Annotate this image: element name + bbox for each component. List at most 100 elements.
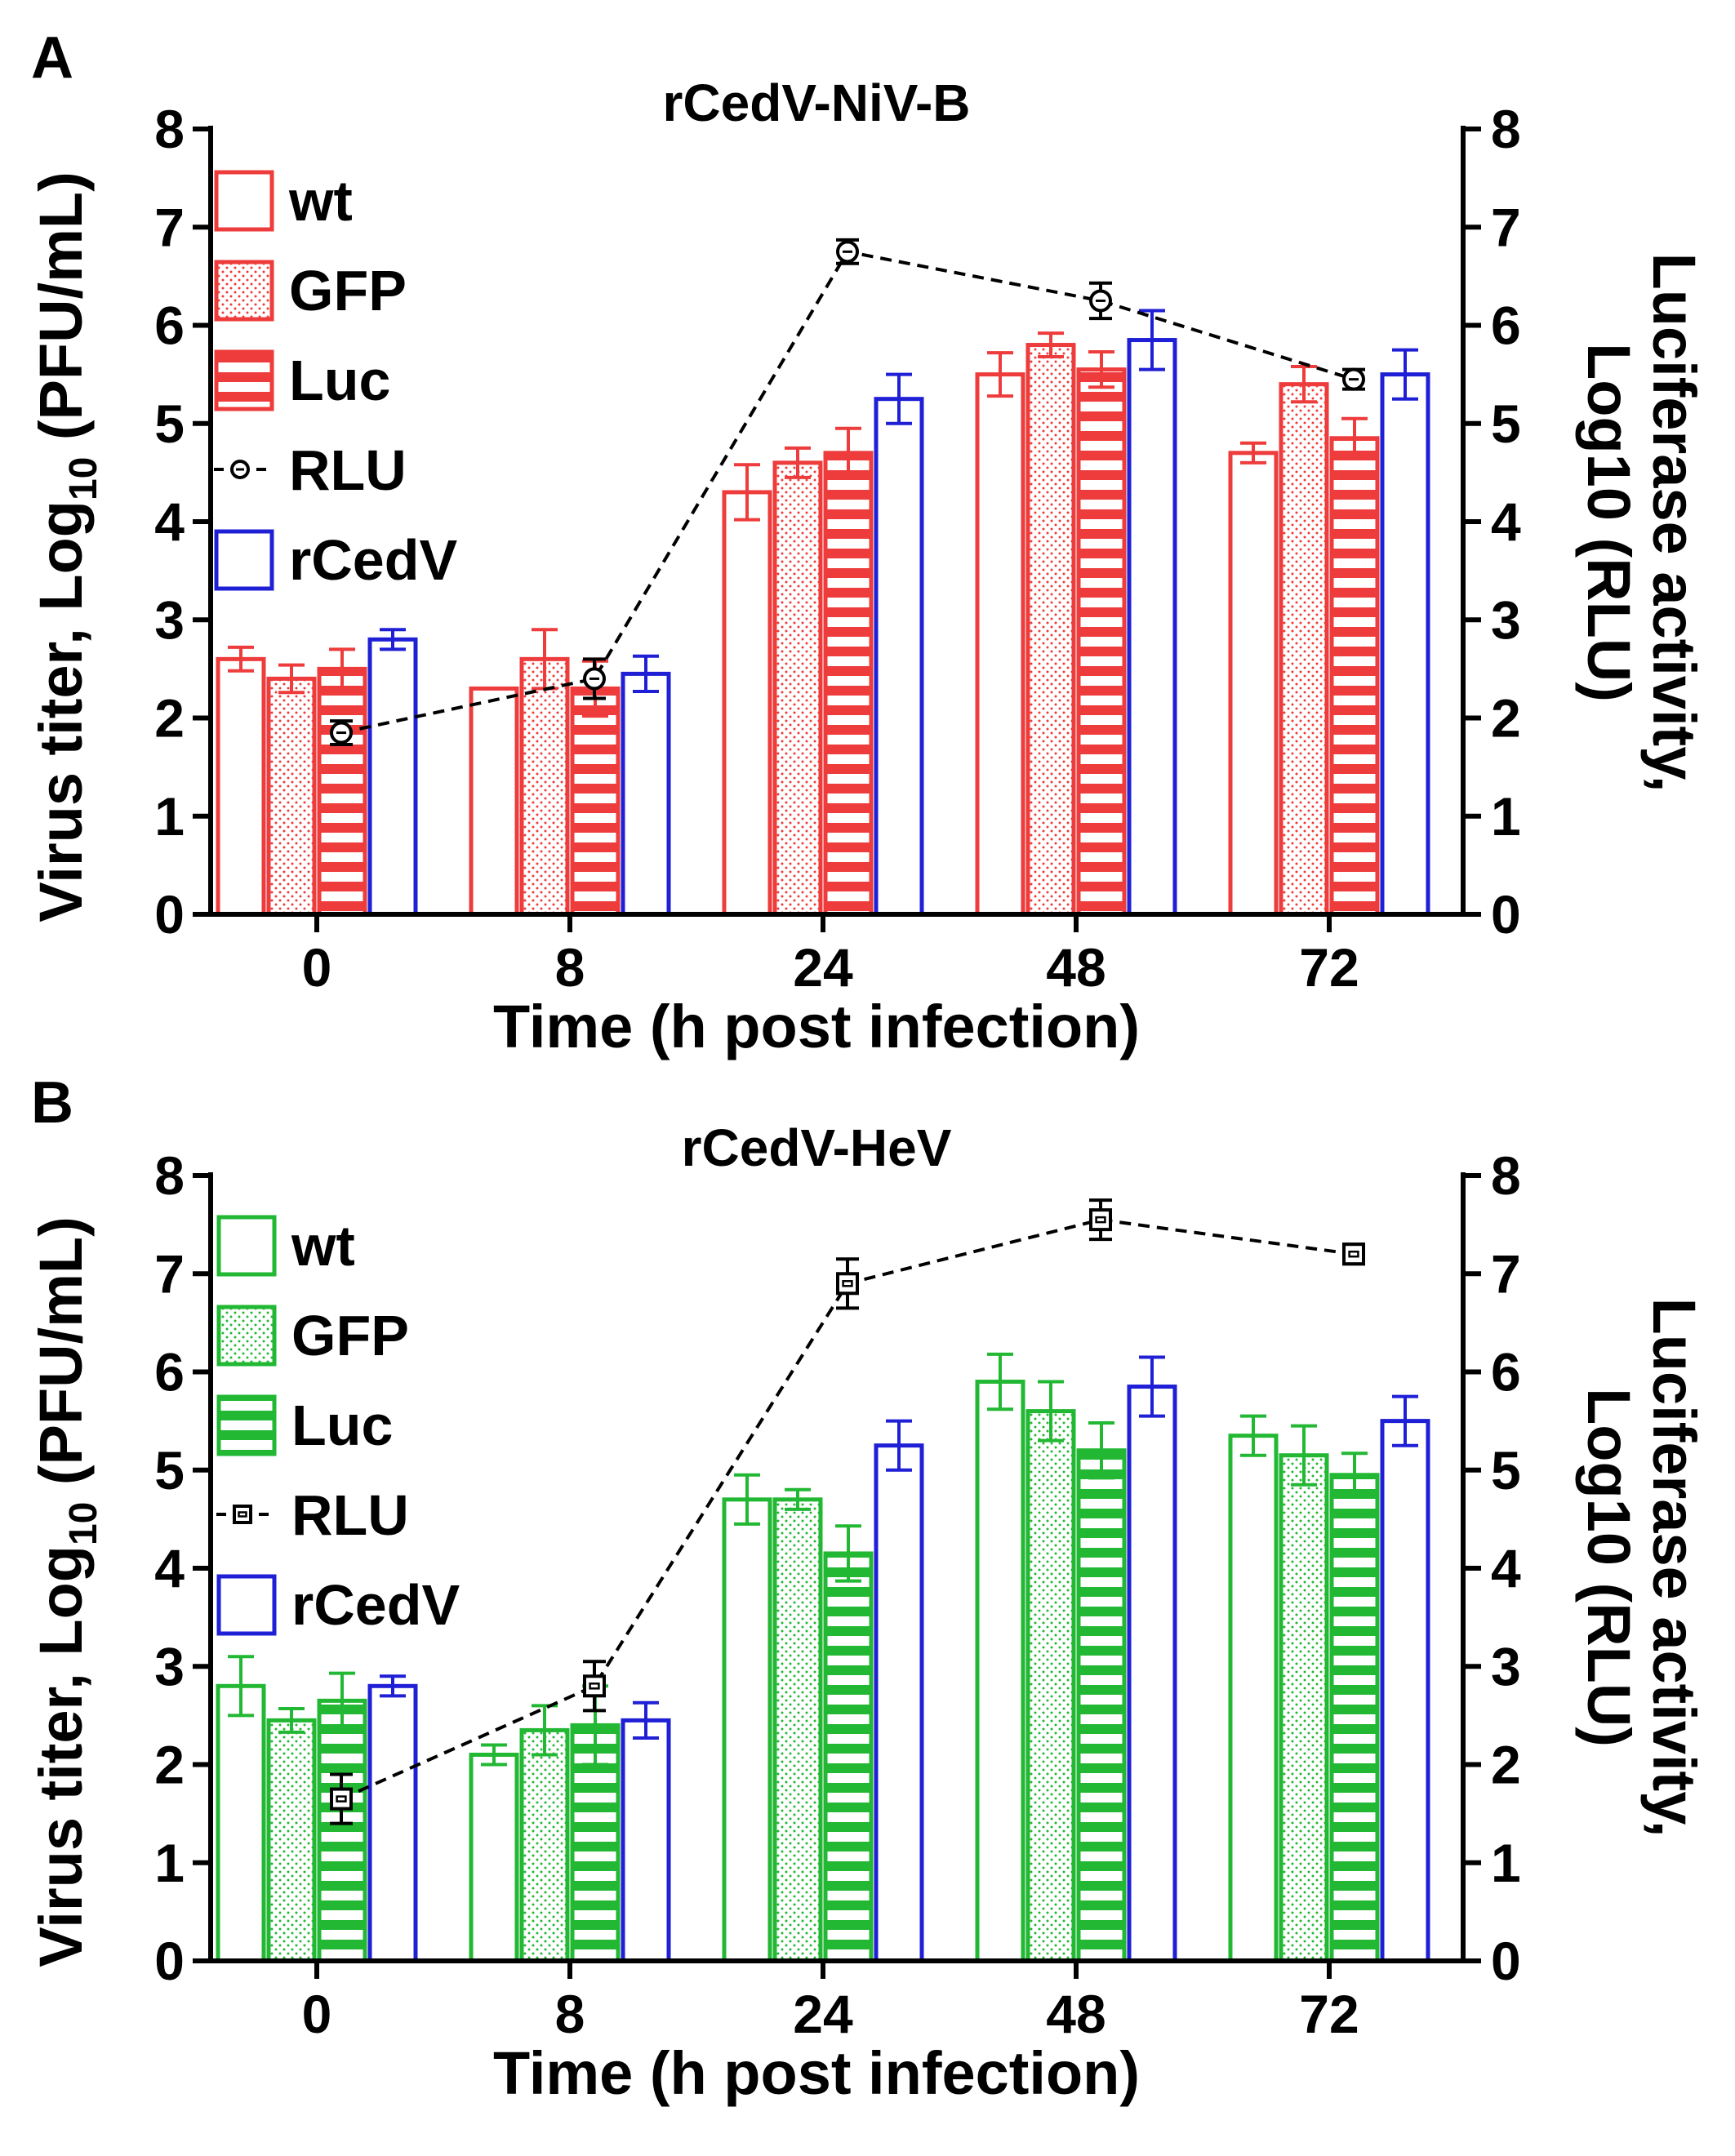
rlu-point-8 bbox=[583, 1674, 606, 1698]
y-axis-title-subscript: 10 bbox=[62, 1502, 105, 1545]
y-tick-label: 3 bbox=[154, 1636, 185, 1696]
x-tick-label: 0 bbox=[302, 1984, 332, 2044]
legend-label: Luc bbox=[289, 349, 390, 412]
plot-area: 0 0 1 1 2 2 3 3 4 4 5 5 6 6 7 7 8 8 0 8 24 48 72 bbox=[154, 1145, 1521, 2044]
bar-wt-72 bbox=[1228, 451, 1279, 917]
chart-title: rCedV-NiV-B bbox=[663, 73, 971, 132]
legend-label: wt bbox=[291, 1214, 355, 1278]
y-tick-label: 2 bbox=[154, 1735, 185, 1795]
y-axis-title: Virus titer, Log10 (PFU/mL) bbox=[27, 1216, 105, 1967]
bar-wt-24 bbox=[722, 1497, 772, 1963]
bar-luc-72 bbox=[1329, 1473, 1380, 1963]
rlu-point-0 bbox=[330, 1787, 353, 1811]
rlu-point-24-inner bbox=[842, 1280, 853, 1287]
y2-tick-label: 8 bbox=[1491, 1145, 1521, 1206]
y-axis-title-main: Virus titer, Log bbox=[27, 500, 95, 922]
y-axis-title-unit: (PFU/mL) bbox=[27, 1216, 95, 1501]
y2-tick-label: 2 bbox=[1491, 688, 1521, 749]
bar-luc-24 bbox=[823, 1551, 874, 1963]
legend-item-wt: wt bbox=[216, 1214, 355, 1278]
legend-item-rcedv: rCedV bbox=[216, 1573, 460, 1637]
legend-item-rcedv: rCedV bbox=[214, 528, 457, 592]
bar-wt-48 bbox=[975, 372, 1025, 917]
legend-label: RLU bbox=[291, 1483, 409, 1547]
legend-item-rlu: RLU bbox=[216, 1483, 409, 1547]
x-axis-title: Time (h post infection) bbox=[493, 993, 1140, 1060]
y2-tick-label: 7 bbox=[1491, 197, 1521, 257]
x-tick-label: 24 bbox=[793, 937, 853, 998]
legend-item-luc: Luc bbox=[216, 1394, 393, 1457]
bar-rcedv-48 bbox=[1127, 338, 1177, 917]
x-tick-label: 8 bbox=[555, 937, 585, 998]
bar-rcedv-0 bbox=[367, 1683, 418, 1963]
rlu-point-72-inner bbox=[1348, 1250, 1359, 1258]
bar-wt-0 bbox=[216, 1683, 266, 1963]
legend-swatch-rcedv bbox=[214, 529, 274, 591]
y2-axis-title-line1: Luciferase activity, bbox=[1640, 1298, 1708, 1838]
y-tick-label: 8 bbox=[154, 1145, 185, 1206]
legend-label: Luc bbox=[291, 1394, 393, 1457]
bar-wt-24 bbox=[722, 490, 772, 917]
legend-swatch-luc bbox=[214, 349, 274, 411]
y-tick-label: 4 bbox=[154, 1538, 185, 1598]
legend-label: rCedV bbox=[289, 528, 457, 592]
bar-luc-24 bbox=[823, 451, 874, 917]
y2-tick-label: 4 bbox=[1491, 491, 1521, 552]
legend-label: rCedV bbox=[291, 1573, 460, 1637]
y-tick-label: 1 bbox=[154, 786, 185, 847]
bar-gfp-72 bbox=[1279, 382, 1329, 917]
bar-gfp-24 bbox=[772, 460, 823, 917]
y2-tick-label: 1 bbox=[1491, 786, 1521, 847]
x-tick-label: 8 bbox=[555, 1984, 585, 2044]
y2-tick-label: 0 bbox=[1491, 884, 1521, 945]
legend: wt GFP Luc RLU rCedV bbox=[214, 169, 457, 592]
y-tick-label: 6 bbox=[154, 1342, 185, 1403]
legend-swatch-wt bbox=[214, 170, 274, 232]
y-tick-label: 3 bbox=[154, 589, 185, 650]
y-axis-title-subscript: 10 bbox=[62, 457, 105, 500]
x-tick-label: 0 bbox=[302, 937, 332, 998]
legend-item-gfp: GFP bbox=[214, 259, 407, 322]
panel-letter: B bbox=[31, 1070, 73, 1136]
bar-gfp-24 bbox=[772, 1497, 823, 1963]
y2-axis-title-line2: Log10 (RLU) bbox=[1575, 343, 1643, 702]
x-tick-label: 72 bbox=[1299, 937, 1359, 998]
y2-tick-label: 2 bbox=[1491, 1735, 1521, 1795]
bar-luc-0 bbox=[317, 666, 367, 917]
y2-tick-label: 5 bbox=[1491, 393, 1521, 454]
bar-rcedv-24 bbox=[874, 397, 924, 917]
y2-tick-label: 4 bbox=[1491, 1538, 1521, 1598]
x-tick-label: 24 bbox=[793, 1984, 853, 2044]
bar-gfp-8 bbox=[519, 1727, 570, 1963]
y-tick-label: 4 bbox=[154, 491, 185, 552]
y2-tick-label: 8 bbox=[1491, 99, 1521, 159]
y-tick-label: 5 bbox=[154, 1440, 185, 1500]
bar-rcedv-24 bbox=[874, 1443, 924, 1963]
bar-gfp-72 bbox=[1279, 1453, 1329, 1963]
bar-rcedv-48 bbox=[1127, 1385, 1177, 1963]
bar-luc-8 bbox=[570, 686, 621, 917]
bar-gfp-0 bbox=[266, 1718, 317, 1963]
y2-tick-label: 6 bbox=[1491, 296, 1521, 356]
y-tick-label: 0 bbox=[154, 884, 185, 945]
bar-rcedv-0 bbox=[367, 637, 418, 917]
bar-luc-48 bbox=[1076, 1448, 1127, 1963]
y-tick-label: 0 bbox=[154, 1931, 185, 1991]
x-tick-label: 72 bbox=[1299, 1984, 1359, 2044]
y2-tick-label: 6 bbox=[1491, 1342, 1521, 1403]
plot-area: 0 0 1 1 2 2 3 3 4 4 5 5 6 6 7 7 8 8 0 8 24 48 72 bbox=[154, 99, 1521, 998]
y2-tick-label: 5 bbox=[1491, 1440, 1521, 1500]
y2-axis-title-line1: Luciferase activity, bbox=[1640, 253, 1708, 793]
bar-rcedv-8 bbox=[621, 1718, 671, 1963]
y2-tick-label: 3 bbox=[1491, 589, 1521, 650]
rlu-point-24 bbox=[836, 1272, 859, 1296]
bar-luc-48 bbox=[1076, 367, 1127, 917]
y-tick-label: 7 bbox=[154, 197, 185, 257]
legend-label: RLU bbox=[289, 438, 407, 502]
legend-label: GFP bbox=[291, 1304, 409, 1367]
legend-rlu-marker bbox=[233, 1505, 252, 1524]
legend-swatch-gfp bbox=[216, 1305, 277, 1367]
legend: wt GFP Luc RLU rCedV bbox=[216, 1214, 460, 1637]
legend-swatch-gfp bbox=[214, 260, 274, 322]
